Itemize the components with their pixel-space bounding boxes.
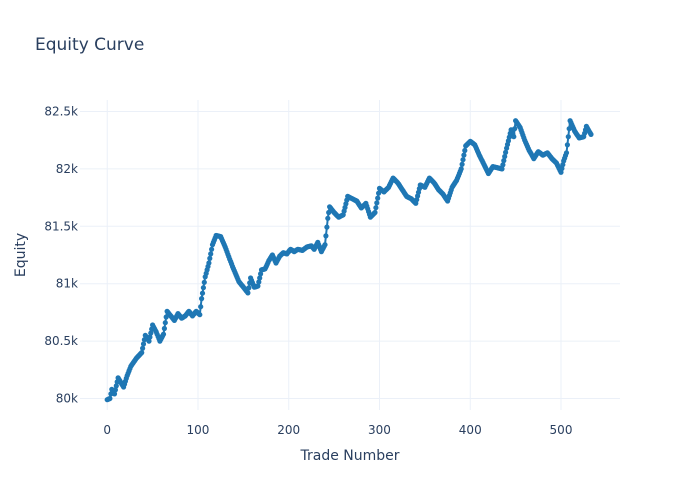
data-point	[201, 279, 207, 285]
data-point	[323, 233, 329, 239]
data-point	[565, 134, 571, 140]
x-gridlines	[106, 100, 562, 410]
data-point	[139, 350, 145, 356]
x-tick-label: 100	[187, 423, 210, 437]
x-tick-label: 400	[459, 423, 482, 437]
data-point	[246, 285, 252, 291]
data-point	[588, 131, 594, 137]
y-axis-title: Equity	[13, 233, 29, 277]
data-point	[113, 383, 119, 389]
data-point	[256, 279, 262, 285]
data-point	[460, 157, 466, 163]
data-point	[208, 251, 214, 257]
data-point	[461, 152, 467, 158]
x-tick-labels: 0 100 200 300 400 500	[103, 423, 572, 437]
data-point	[245, 290, 251, 296]
series-layer	[104, 118, 594, 403]
data-point	[322, 242, 328, 248]
data-point	[207, 255, 213, 261]
data-point	[197, 312, 203, 318]
y-tick-label: 82.5k	[44, 104, 78, 118]
data-point	[501, 158, 507, 164]
data-point	[255, 283, 261, 289]
data-point	[107, 395, 113, 402]
data-point	[373, 205, 379, 211]
data-point	[112, 387, 118, 393]
y-tick-label: 81.5k	[44, 219, 78, 233]
x-axis-title: Trade Number	[299, 448, 399, 464]
y-tick-labels: 80k 80.5k 81k 81.5k 82k 82.5k	[44, 104, 78, 405]
data-point	[140, 345, 146, 351]
data-point	[161, 325, 167, 332]
data-point	[458, 166, 464, 172]
y-tick-label: 80k	[56, 392, 78, 406]
data-point	[563, 150, 570, 156]
data-point	[199, 290, 206, 296]
y-gridlines	[80, 110, 620, 400]
data-point	[111, 391, 118, 397]
data-point	[147, 334, 153, 340]
data-point	[375, 195, 381, 201]
data-point	[459, 161, 465, 167]
x-tick-label: 0	[103, 423, 111, 437]
chart-title: Equity Curve	[35, 35, 144, 55]
data-point	[257, 275, 263, 281]
data-point	[500, 162, 506, 168]
data-point	[140, 341, 147, 347]
data-point	[564, 142, 571, 148]
data-point	[148, 330, 154, 336]
y-tick-label: 81k	[56, 277, 78, 291]
data-point	[209, 246, 215, 252]
data-point	[199, 296, 205, 302]
data-point	[324, 224, 330, 230]
data-point	[372, 209, 378, 216]
data-point	[502, 153, 508, 160]
data-point	[512, 126, 518, 132]
data-point	[374, 200, 380, 206]
data-point	[499, 166, 505, 172]
data-point	[160, 331, 167, 337]
data-point	[325, 215, 331, 221]
data-point	[206, 260, 212, 266]
data-point	[198, 304, 204, 310]
data-point	[258, 271, 264, 277]
data-point	[511, 134, 517, 140]
y-tick-label: 80.5k	[44, 334, 78, 348]
data-point	[162, 320, 168, 326]
x-tick-label: 200	[277, 423, 300, 437]
data-point	[462, 147, 468, 154]
y-tick-label: 82k	[56, 162, 78, 176]
data-point	[146, 338, 152, 344]
x-tick-label: 300	[368, 423, 391, 437]
data-point	[200, 285, 206, 291]
x-tick-label: 500	[550, 423, 573, 437]
series-line	[106, 119, 592, 401]
data-point	[503, 149, 509, 155]
